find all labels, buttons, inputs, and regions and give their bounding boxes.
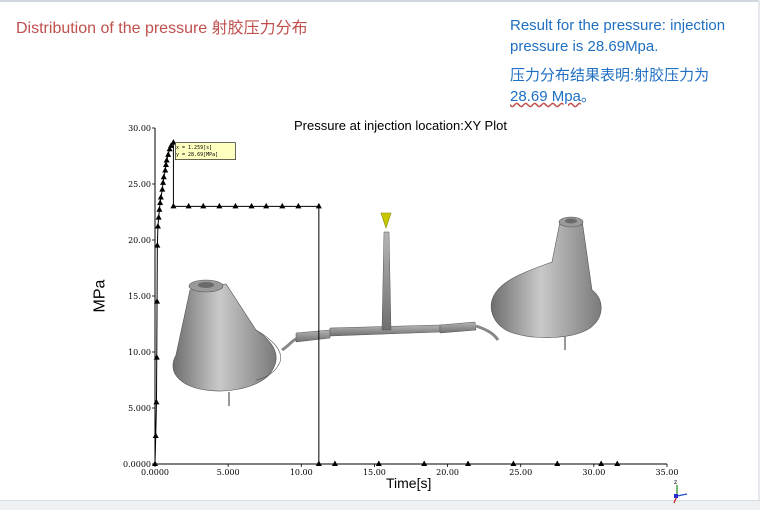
data-point-marker (152, 432, 159, 438)
right-part (490, 216, 602, 350)
data-point-marker (153, 354, 160, 360)
y-tick-label: 30.00 (128, 124, 151, 133)
right-border (758, 0, 760, 509)
axis-triad-icon: z (673, 479, 688, 504)
data-point-marker (200, 202, 207, 209)
y-tick-label: 20.00 (128, 236, 151, 245)
data-point-marker (160, 173, 167, 180)
x-tick-label: 5.000 (217, 468, 240, 477)
data-point-marker (295, 202, 302, 209)
data-point-marker (248, 202, 255, 209)
data-point-marker (154, 223, 161, 229)
runner-system (281, 212, 500, 352)
result-chinese-text: 压力分布结果表明:射胶压力为 (510, 67, 710, 84)
result-chinese-end: 。 (580, 88, 596, 105)
data-point-marker (375, 460, 382, 466)
data-point-marker (170, 202, 177, 209)
x-tick-label: 20.00 (436, 468, 459, 477)
result-chinese-value: 28.69 Mpa (510, 88, 581, 105)
tooltip-x: x = 1.259[s] (176, 145, 212, 151)
result-chinese: 压力分布结果表明:射胶压力为 28.69 Mpa。 (510, 65, 755, 107)
data-point-marker (216, 202, 223, 209)
bottom-strip (0, 500, 760, 510)
y-ticks: 0.0000 5.000 10.00 15.00 20.00 25.00 30.00 (123, 124, 155, 469)
x-tick-label: 30.00 (582, 468, 605, 477)
mold-model (172, 212, 602, 406)
data-point-marker (315, 460, 322, 466)
data-point-marker (232, 202, 239, 209)
x-ticks: 0.0000 5.000 10.00 15.00 20.00 25.00 30.00 35.0… (141, 464, 678, 477)
value-tooltip: x = 1.259[s] y = 28.69[MPa] (175, 142, 236, 160)
data-point-marker (263, 202, 270, 209)
data-point-marker (155, 214, 162, 220)
data-point-marker (156, 206, 163, 212)
x-tick-label: 0.0000 (141, 468, 169, 477)
data-point-marker (165, 151, 172, 157)
plot-title: Pressure at injection location:XY Plot (294, 118, 507, 133)
data-point-marker (153, 398, 160, 405)
data-point-marker (170, 139, 177, 145)
data-point-marker (421, 460, 428, 466)
data-point-marker (162, 161, 169, 167)
data-point-marker (157, 193, 164, 200)
x-tick-label: 35.00 (656, 468, 679, 477)
data-point-marker (152, 460, 158, 466)
data-point-marker (465, 460, 472, 466)
pressure-markers (152, 139, 621, 466)
result-text-block: Result for the pressure: injection press… (510, 15, 755, 115)
data-point-marker (154, 298, 161, 304)
tooltip-box (175, 142, 236, 160)
data-point-marker (159, 186, 166, 192)
y-tick-label: 25.00 (128, 180, 151, 189)
x-tick-label: 25.00 (509, 468, 532, 477)
pressure-series (152, 139, 621, 466)
data-point-marker (163, 156, 170, 163)
data-point-marker (315, 202, 322, 209)
data-point-marker (154, 242, 161, 248)
data-point-marker (598, 460, 605, 466)
data-point-marker (554, 460, 561, 466)
data-point-marker (614, 460, 621, 466)
data-point-marker (157, 199, 164, 206)
result-english: Result for the pressure: injection press… (510, 17, 726, 55)
data-point-marker (510, 460, 517, 466)
svg-text:z: z (674, 479, 677, 486)
y-tick-label: 5.000 (128, 404, 151, 413)
y-tick-label: 15.00 (128, 292, 151, 301)
tooltip-y: y = 28.69[MPa] (176, 152, 218, 158)
data-point-marker (160, 179, 167, 185)
x-axis-label: Time[s] (386, 475, 432, 491)
x-tick-label: 10.00 (290, 468, 313, 477)
left-part (172, 279, 281, 406)
y-tick-label: 10.00 (128, 348, 151, 357)
top-border (0, 0, 760, 2)
slide-title: Distribution of the pressure 射胶压力分布 (16, 20, 308, 37)
data-point-marker (168, 142, 175, 148)
x-tick-label: 15.00 (363, 468, 386, 477)
data-point-marker (185, 202, 192, 209)
data-point-marker (331, 460, 338, 466)
data-point-marker (279, 202, 286, 209)
y-tick-label: 0.0000 (123, 460, 151, 469)
data-point-marker (166, 145, 173, 152)
data-point-marker (162, 167, 169, 173)
